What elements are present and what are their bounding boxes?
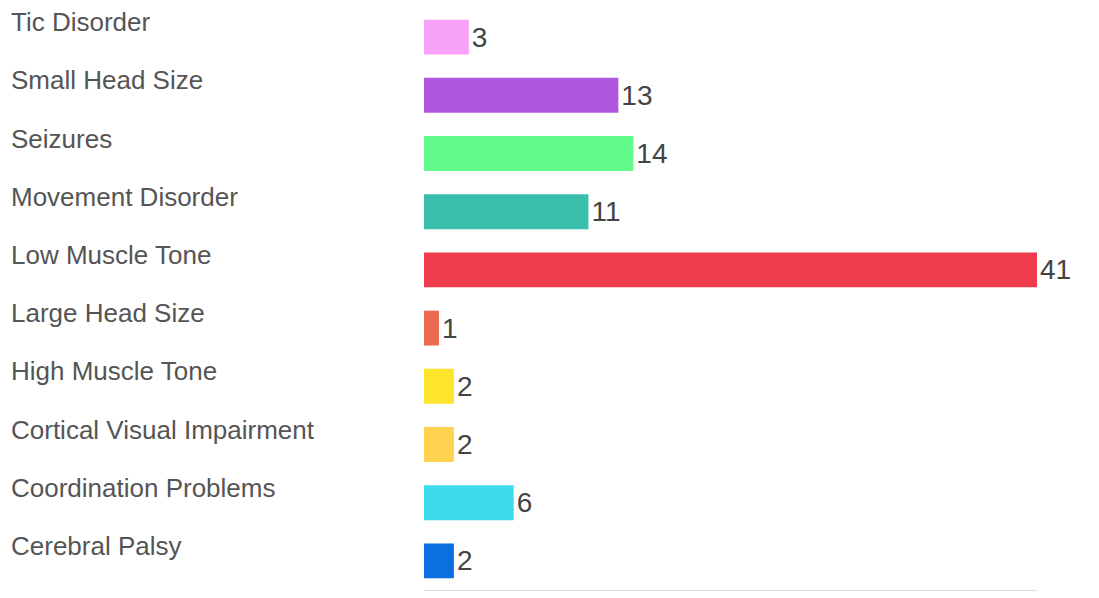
svg-text:Large Head Size: Large Head Size — [11, 298, 205, 328]
svg-text:High Muscle Tone: High Muscle Tone — [11, 356, 217, 386]
svg-text:Movement Disorder: Movement Disorder — [11, 182, 238, 212]
svg-text:Tic Disorder: Tic Disorder — [11, 7, 151, 37]
svg-text:Low Muscle Tone: Low Muscle Tone — [11, 240, 211, 270]
svg-text:3: 3 — [472, 22, 488, 53]
svg-text:Seizures: Seizures — [11, 124, 112, 154]
svg-text:Coordination Problems: Coordination Problems — [11, 473, 275, 503]
svg-text:11: 11 — [591, 196, 620, 227]
svg-text:2: 2 — [457, 371, 473, 402]
svg-text:2: 2 — [457, 545, 473, 576]
svg-text:6: 6 — [517, 487, 533, 518]
svg-text:41: 41 — [1040, 254, 1071, 285]
svg-text:14: 14 — [636, 138, 667, 169]
svg-text:13: 13 — [621, 80, 652, 111]
svg-text:Small Head Size: Small Head Size — [11, 65, 203, 95]
svg-text:1: 1 — [442, 313, 458, 344]
svg-text:Cerebral Palsy: Cerebral Palsy — [11, 531, 182, 561]
svg-text:Cortical Visual Impairment: Cortical Visual Impairment — [11, 415, 315, 445]
svg-text:2: 2 — [457, 429, 473, 460]
